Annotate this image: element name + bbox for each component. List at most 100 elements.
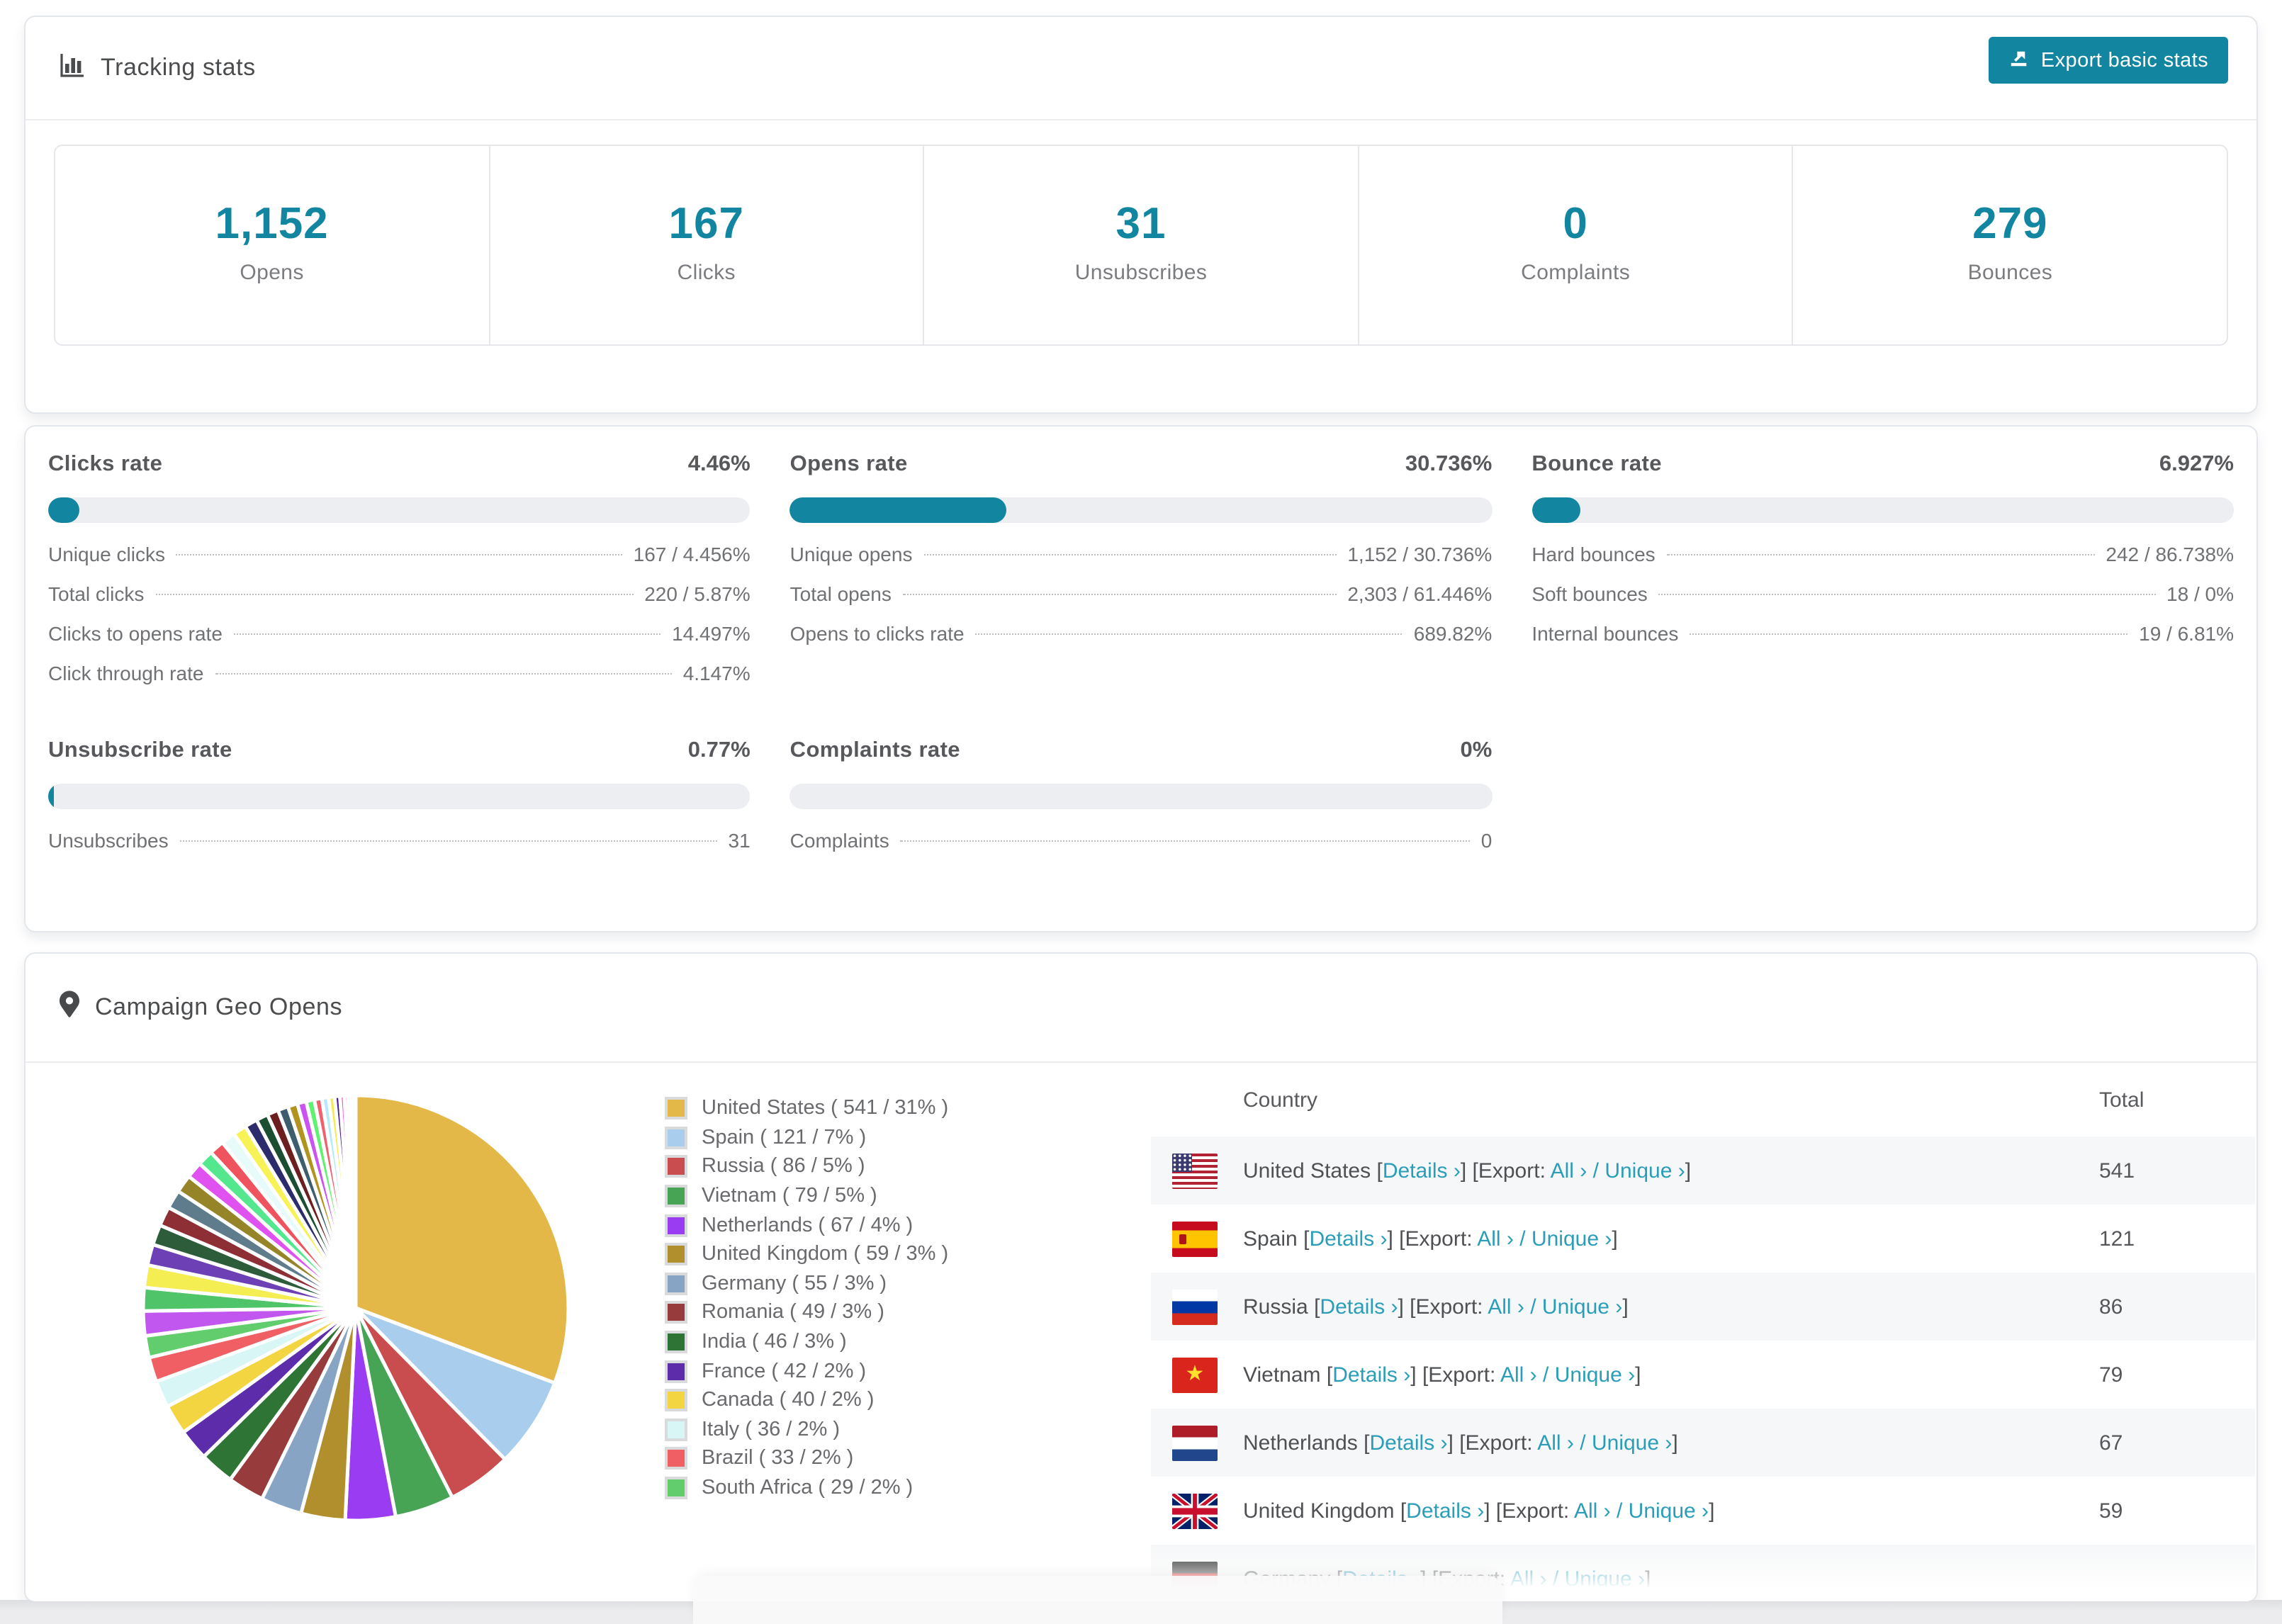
rate-progress-track <box>789 497 1493 523</box>
export-unique-link[interactable]: Unique › <box>1604 1158 1685 1183</box>
rate-row-leader <box>902 594 1337 595</box>
export-all-link[interactable]: All › <box>1510 1567 1547 1591</box>
country-cell: United States [Details ›] [Export: All ›… <box>1243 1158 1692 1183</box>
legend-swatch-icon <box>665 1185 687 1208</box>
page-title: Tracking stats <box>60 52 256 84</box>
geo-title-text: Campaign Geo Opens <box>95 993 343 1020</box>
rate-row: Soft bounces 18 / 0% <box>1531 582 2234 622</box>
stat-cell-opens: 1,152 Opens <box>55 146 488 344</box>
geo-body: United States ( 541 / 31% ) Spain ( 121 /… <box>26 1063 2256 1601</box>
legend-label: France ( 42 / 2% ) <box>702 1360 867 1383</box>
row-total: 59 <box>2099 1499 2123 1523</box>
details-link[interactable]: Details › <box>1406 1499 1485 1523</box>
rate-title: Complaints rate <box>789 738 960 762</box>
rate-progress-track <box>48 784 751 809</box>
legend-item-india[interactable]: India ( 46 / 3% ) <box>665 1328 948 1357</box>
row-total: 79 <box>2099 1363 2123 1387</box>
pie-slice-united-states[interactable] <box>354 1093 570 1386</box>
export-unique-link[interactable]: Unique › <box>1554 1363 1636 1387</box>
legend-swatch-icon <box>665 1447 687 1470</box>
table-row-vietnam: Vietnam [Details ›] [Export: All › / Uni… <box>1151 1341 2255 1409</box>
flag-spain-icon <box>1172 1221 1218 1256</box>
legend-item-brazil[interactable]: Brazil ( 33 / 2% ) <box>665 1444 948 1473</box>
legend-item-united-kingdom[interactable]: United Kingdom ( 59 / 3% ) <box>665 1240 948 1269</box>
rate-row-leader <box>155 594 634 595</box>
legend-item-germany[interactable]: Germany ( 55 / 3% ) <box>665 1269 948 1298</box>
rate-row-value: 689.82% <box>1413 622 1493 645</box>
export-unique-link[interactable]: Unique › <box>1541 1295 1623 1319</box>
rate-row: Complaints 0 <box>790 829 1493 869</box>
rate-row: Unsubscribes 31 <box>48 829 751 869</box>
rate-row-label: Unique clicks <box>48 543 165 565</box>
legend-label: Russia ( 86 / 5% ) <box>702 1155 865 1178</box>
export-all-link[interactable]: All › <box>1550 1158 1587 1183</box>
country-cell: United Kingdom [Details ›] [Export: All … <box>1243 1499 1715 1523</box>
rate-row-leader <box>215 673 672 675</box>
legend-item-france[interactable]: France ( 42 / 2% ) <box>665 1357 948 1386</box>
legend-label: Spain ( 121 / 7% ) <box>702 1126 867 1149</box>
export-all-link[interactable]: All › <box>1477 1227 1514 1251</box>
country-cell: Netherlands [Details ›] [Export: All › /… <box>1243 1431 1678 1455</box>
legend-item-spain[interactable]: Spain ( 121 / 7% ) <box>665 1123 948 1152</box>
row-total: 121 <box>2099 1227 2135 1251</box>
country-cell: Vietnam [Details ›] [Export: All › / Uni… <box>1243 1363 1641 1387</box>
rate-row-label: Click through rate <box>48 662 204 684</box>
legend-swatch-icon <box>665 1418 687 1441</box>
export-all-link[interactable]: All › <box>1500 1363 1537 1387</box>
rate-progress-track <box>1531 497 2234 523</box>
flag-united-states-icon <box>1172 1153 1218 1188</box>
rate-row-value: 31 <box>728 829 751 852</box>
details-link[interactable]: Details › <box>1320 1295 1398 1319</box>
details-link[interactable]: Details › <box>1309 1227 1388 1251</box>
pie-slice-other[interactable] <box>353 1093 358 1309</box>
export-all-link[interactable]: All › <box>1537 1431 1574 1455</box>
legend-label: United Kingdom ( 59 / 3% ) <box>702 1243 949 1266</box>
rate-row-label: Opens to clicks rate <box>789 622 965 645</box>
legend-item-romania[interactable]: Romania ( 49 / 3% ) <box>665 1298 948 1327</box>
legend-item-netherlands[interactable]: Netherlands ( 67 / 4% ) <box>665 1211 948 1240</box>
legend-item-russia[interactable]: Russia ( 86 / 5% ) <box>665 1152 948 1181</box>
stat-label: Bounces <box>1967 261 2053 285</box>
table-row-united-kingdom: United Kingdom [Details ›] [Export: All … <box>1151 1477 2255 1545</box>
export-all-link[interactable]: All › <box>1488 1295 1524 1319</box>
legend-swatch-icon <box>665 1477 687 1500</box>
details-link[interactable]: Details › <box>1332 1363 1411 1387</box>
rate-value: 4.46% <box>687 452 751 476</box>
stat-value: 0 <box>1563 198 1588 248</box>
stat-label: Opens <box>240 261 304 285</box>
stat-value: 279 <box>1972 198 2048 248</box>
rate-row: Total opens 2,303 / 61.446% <box>790 582 1493 622</box>
rate-row: Unique clicks 167 / 4.456% <box>48 543 751 582</box>
legend-item-italy[interactable]: Italy ( 36 / 2% ) <box>665 1415 948 1444</box>
rate-value: 0.77% <box>687 738 751 762</box>
details-link[interactable]: Details › <box>1369 1431 1448 1455</box>
table-header-row: Country Total <box>1151 1063 2255 1137</box>
summary-stats-box: 1,152 Opens 167 Clicks 31 Unsubscribes 0 Compla… <box>54 145 2228 346</box>
legend-item-vietnam[interactable]: Vietnam ( 79 / 5% ) <box>665 1182 948 1211</box>
export-unique-link[interactable]: Unique › <box>1591 1431 1673 1455</box>
legend-swatch-icon <box>665 1331 687 1354</box>
export-unique-link[interactable]: Unique › <box>1628 1499 1709 1523</box>
rate-row-value: 14.497% <box>672 622 751 645</box>
details-link[interactable]: Details › <box>1382 1158 1461 1183</box>
flag-united-kingdom-icon <box>1172 1493 1218 1528</box>
rate-row-value: 167 / 4.456% <box>633 543 751 565</box>
legend-item-canada[interactable]: Canada ( 40 / 2% ) <box>665 1386 948 1415</box>
flag-russia-icon <box>1172 1289 1218 1324</box>
rates-card: Clicks rate 4.46% Unique clicks 167 / 4.456… <box>24 425 2258 932</box>
legend-item-united-states[interactable]: United States ( 541 / 31% ) <box>665 1094 948 1123</box>
export-all-link[interactable]: All › <box>1573 1499 1611 1523</box>
pie-slice-spain[interactable] <box>354 1306 557 1462</box>
legend-item-south-africa[interactable]: South Africa ( 29 / 2% ) <box>665 1473 948 1502</box>
country-name: United Kingdom <box>1243 1499 1395 1523</box>
rate-progress-track <box>48 497 751 523</box>
legend-swatch-icon <box>665 1389 687 1412</box>
export-basic-stats-button[interactable]: Export basic stats <box>1988 37 2228 84</box>
flag-vietnam-icon <box>1172 1357 1218 1392</box>
rate-row-label: Total clicks <box>48 582 145 605</box>
export-unique-link[interactable]: Unique › <box>1564 1567 1645 1591</box>
legend-label: Vietnam ( 79 / 5% ) <box>702 1185 877 1208</box>
country-name: Vietnam <box>1243 1363 1321 1387</box>
export-unique-link[interactable]: Unique › <box>1531 1227 1612 1251</box>
stat-cell-complaints: 0 Complaints <box>1357 146 1792 344</box>
